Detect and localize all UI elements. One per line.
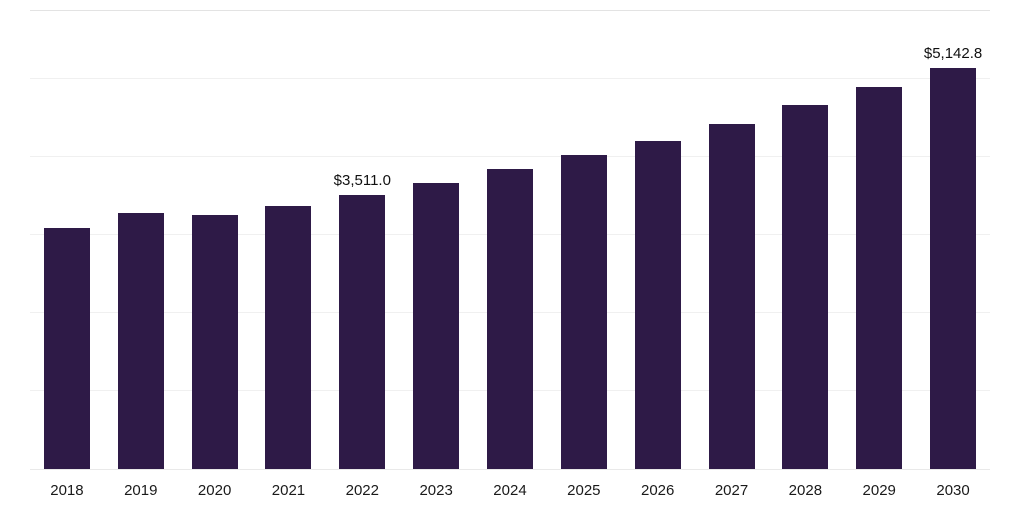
x-tick-2027: 2027 [714, 482, 749, 499]
bar-2029 [856, 86, 903, 469]
bar-2027 [708, 123, 755, 469]
bar-2030 [930, 67, 977, 469]
bar-value-label-2030: $5,142.8 [923, 44, 983, 62]
bar-value-label-2022: $3,511.0 [333, 172, 391, 190]
x-tick-2022: 2022 [345, 482, 379, 499]
bar-2019 [117, 213, 164, 469]
gridline [30, 155, 990, 157]
bar-2024 [487, 169, 533, 469]
bar-2028 [782, 104, 829, 469]
bar-2022 [339, 195, 386, 469]
x-tick-2030: 2030 [936, 482, 970, 499]
x-tick-2028: 2028 [788, 482, 823, 499]
x-axis: 2018 2019 2020 2021 2022 2023 2024 2025 2026 2027… [30, 478, 990, 504]
bar-2023 [413, 183, 460, 469]
x-tick-2021: 2021 [271, 482, 306, 499]
x-tick-2020: 2020 [197, 482, 232, 499]
plot-area: $3,511.0 $5,142.8 [30, 10, 990, 470]
x-tick-2025: 2025 [567, 482, 601, 499]
gridline [30, 77, 990, 79]
x-tick-2024: 2024 [493, 482, 527, 499]
bar-2018 [43, 227, 90, 469]
bar-2021 [265, 206, 312, 469]
bar-2025 [560, 155, 607, 469]
x-tick-2019: 2019 [124, 482, 158, 499]
bar-2020 [191, 215, 238, 469]
bar-2026 [634, 140, 681, 469]
x-tick-2023: 2023 [419, 482, 453, 499]
x-tick-2029: 2029 [862, 482, 896, 499]
x-tick-2026: 2026 [640, 482, 675, 499]
x-tick-2018: 2018 [50, 482, 84, 499]
